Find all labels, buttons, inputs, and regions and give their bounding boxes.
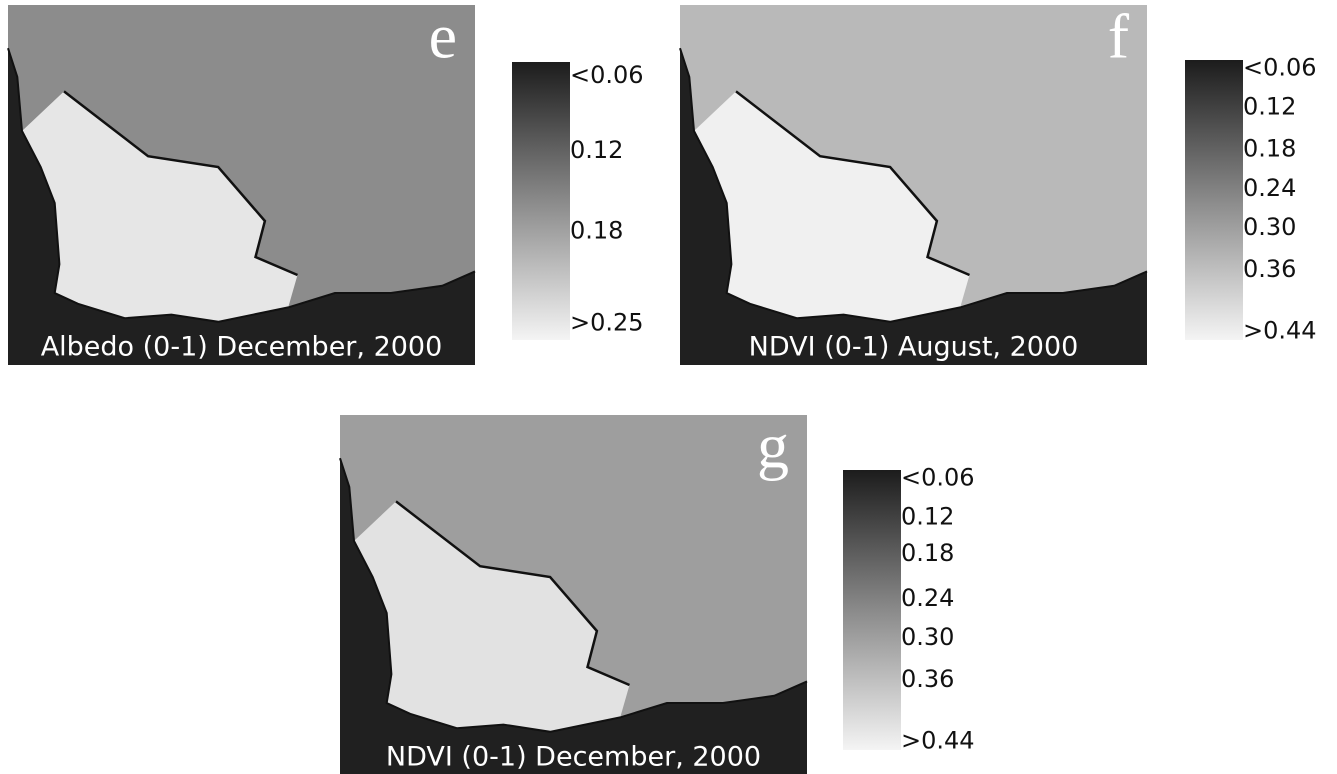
map-panel: g NDVI (0-1) December, 2000 <0.06 0.12 0.18 0…	[340, 411, 975, 774]
panel-letter: g	[757, 411, 789, 482]
colorbar-label: <0.06	[1243, 53, 1317, 81]
colorbar-label: 0.18	[901, 539, 954, 567]
panel-letter: e	[429, 1, 457, 72]
map-caption: NDVI (0-1) December, 2000	[386, 742, 761, 773]
colorbar-label: 0.36	[1243, 255, 1296, 283]
map-panel: e Albedo (0-1) December, 2000 <0.06 0.12 0.1…	[8, 1, 644, 365]
colorbar-label: 0.12	[901, 503, 954, 531]
colorbar-label: 0.30	[901, 623, 954, 651]
colorbar-label: 0.18	[1243, 135, 1296, 163]
colorbar-label: 0.24	[1243, 174, 1296, 202]
colorbar-label: 0.12	[570, 136, 623, 164]
colorbar-label: 0.12	[1243, 93, 1296, 121]
map-panel: f NDVI (0-1) August, 2000 <0.06 0.12 0.18 0.2…	[680, 1, 1317, 365]
colorbar	[843, 470, 901, 750]
map-caption: Albedo (0-1) December, 2000	[41, 332, 443, 363]
colorbar-label: >0.25	[570, 308, 644, 336]
colorbar	[512, 62, 570, 340]
colorbar-label: 0.36	[901, 665, 954, 693]
map-caption: NDVI (0-1) August, 2000	[749, 332, 1079, 363]
colorbar-label: <0.06	[570, 61, 644, 89]
colorbar	[1185, 60, 1243, 340]
colorbar-label: 0.30	[1243, 213, 1296, 241]
colorbar-label: >0.44	[1243, 317, 1317, 345]
panel-letter: f	[1108, 1, 1130, 72]
colorbar-label: 0.18	[570, 217, 623, 245]
colorbar-label: 0.24	[901, 584, 954, 612]
figure: e Albedo (0-1) December, 2000 <0.06 0.12 0.1…	[0, 0, 1337, 774]
colorbar-label: <0.06	[901, 463, 975, 491]
colorbar-label: >0.44	[901, 727, 975, 755]
